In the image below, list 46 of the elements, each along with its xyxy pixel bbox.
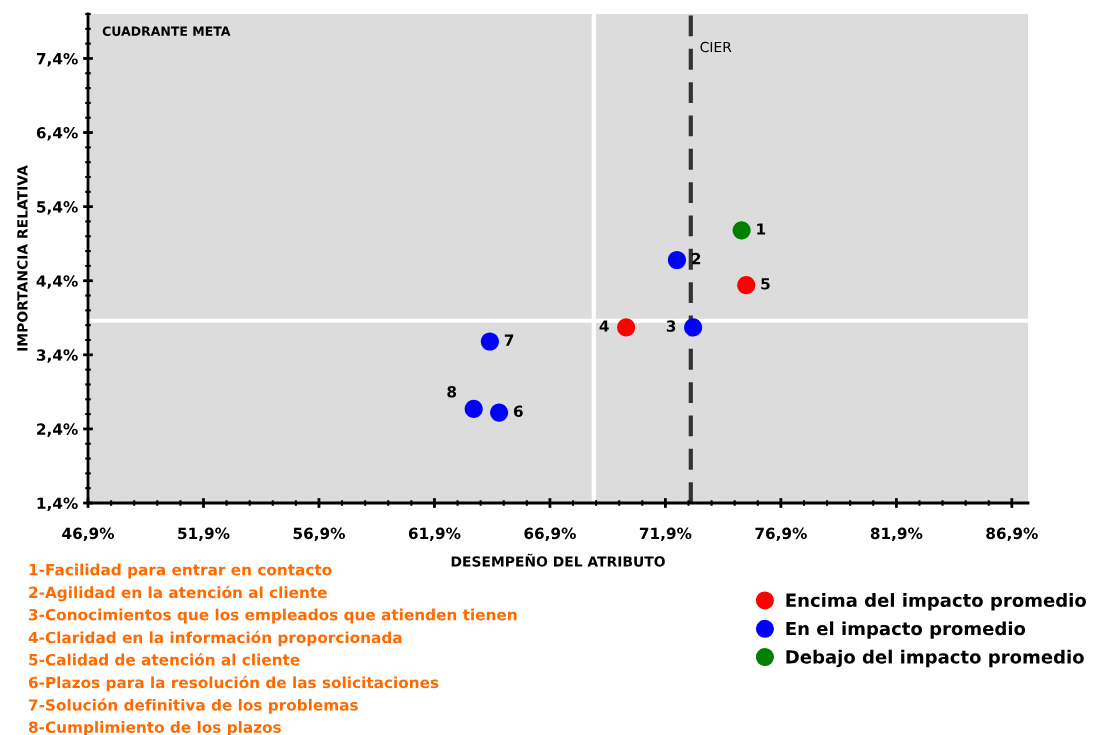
x-axis-title: DESEMPEÑO DEL ATRIBUTO	[451, 553, 665, 567]
x-tick-label: 81,9%	[870, 527, 923, 542]
text: 2-Agilidad en la atención al cliente	[29, 585, 327, 602]
point	[617, 318, 636, 337]
annotation: 4	[599, 320, 609, 332]
point	[684, 318, 703, 337]
legend-label: Debajo del impacto promedio	[786, 649, 1084, 668]
x-tick-label: 71,9%	[639, 527, 692, 542]
text: 7-Solución definitiva de los problemas	[29, 698, 358, 714]
y-tick-label: 2,4%	[37, 423, 78, 437]
y-tick-label: 5,4%	[37, 201, 78, 215]
y-tick-label: 3,4%	[36, 349, 78, 363]
y-tick-label: 4,4%	[36, 275, 78, 289]
point	[480, 332, 499, 351]
x-tick-label: 61,9%	[408, 527, 461, 542]
ref-line-label: CIER	[700, 41, 732, 53]
x-tick-label: 66,9%	[524, 527, 576, 542]
point	[464, 399, 483, 418]
x-tick-label: 46,9%	[62, 527, 115, 542]
text: 5-Calidad de atención al cliente	[29, 653, 300, 666]
text: 4-Claridad en la información proporcionada	[28, 630, 402, 647]
y-axis-title: IMPORTANCIA RELATIVA	[17, 165, 28, 351]
annotation: CUADRANTE META	[102, 26, 231, 36]
point	[732, 221, 751, 240]
annotation: 3	[666, 320, 676, 332]
text: 1-Facilidad para entrar en contacto	[29, 563, 332, 579]
annotation: 7	[504, 334, 514, 346]
annotation: 5	[761, 278, 770, 290]
y-tick-label: 6,4%	[36, 127, 78, 141]
annotation: 1	[757, 223, 766, 235]
point	[737, 276, 756, 295]
text: 6-Plazos para la resolución de las solicitaciones	[28, 675, 439, 692]
text: 8-Cumplimiento de los plazos	[28, 721, 281, 735]
x-tick-label: 86,9%	[986, 527, 1038, 542]
x-tick-label: 76,9%	[755, 527, 807, 542]
y-tick-label: 7,4%	[36, 52, 78, 67]
annotation: 8	[447, 386, 457, 398]
x-tick-label: 51,9%	[178, 527, 230, 542]
annotation: 6	[513, 405, 523, 418]
legend-label: En el impacto promedio	[786, 621, 1026, 639]
legend-label: Encima del impacto promedio	[786, 593, 1086, 611]
y-tick-label: 1,4%	[37, 497, 78, 511]
x-tick-label: 56,9%	[293, 527, 345, 542]
text: 3-Conocimientos que los empleados que atienden tienen	[29, 608, 517, 624]
point	[667, 250, 686, 270]
point	[490, 403, 509, 422]
